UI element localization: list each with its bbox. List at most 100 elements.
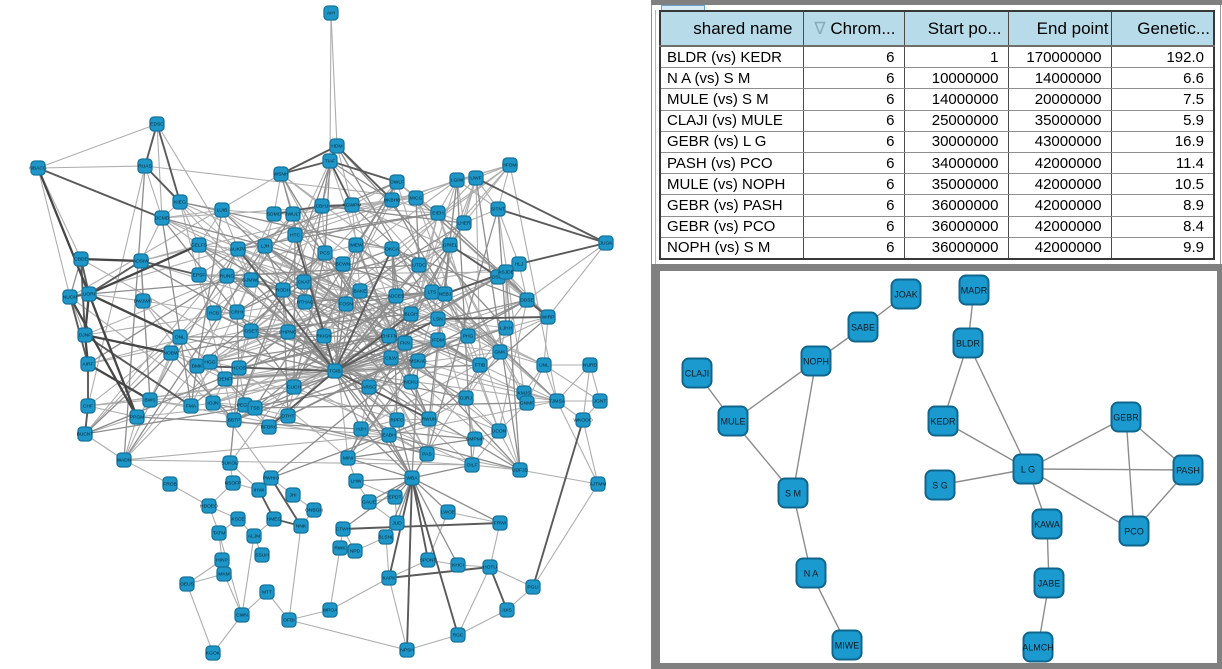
svg-text:OKCA: OKCA — [385, 247, 400, 253]
svg-text:IMEW: IMEW — [349, 243, 363, 249]
svg-text:OEUS: OEUS — [180, 582, 195, 588]
svg-text:FTIB: FTIB — [475, 363, 486, 369]
svg-text:RFBRC: RFBRC — [261, 425, 278, 431]
svg-text:UCON: UCON — [492, 429, 507, 435]
svg-text:MIWE: MIWE — [835, 641, 860, 651]
svg-text:EDSC: EDSC — [150, 122, 164, 128]
svg-text:BMK: BMK — [192, 364, 203, 370]
svg-text:FOSN: FOSN — [339, 302, 353, 308]
svg-text:DNL: DNL — [175, 335, 185, 341]
svg-text:MINI: MINI — [343, 456, 353, 462]
svg-text:OFBI: OFBI — [283, 618, 294, 624]
svg-text:BCWN: BCWN — [336, 262, 351, 268]
svg-text:HGG: HGG — [204, 360, 215, 366]
svg-text:KSCE: KSCE — [231, 517, 245, 523]
svg-text:PPGM: PPGM — [130, 415, 144, 421]
svg-text:GEBR: GEBR — [1113, 413, 1139, 423]
svg-text:L G: L G — [1021, 465, 1035, 475]
svg-text:BUCNT: BUCNT — [77, 432, 94, 438]
svg-text:UORI: UORI — [83, 292, 95, 298]
svg-text:AUKPA: AUKPA — [230, 247, 247, 253]
svg-text:CHF: CHF — [83, 404, 93, 410]
svg-text:DJNF: DJNF — [79, 333, 92, 339]
svg-text:TSB: TSB — [250, 406, 260, 412]
svg-text:ASJDE: ASJDE — [498, 270, 515, 276]
svg-text:LGIW: LGIW — [451, 178, 464, 184]
svg-text:ADSIW: ADSIW — [133, 259, 149, 265]
svg-text:TGIB: TGIB — [329, 369, 340, 375]
svg-text:NUCM: NUCM — [63, 295, 78, 301]
svg-text:GJMWL: GJMWL — [242, 278, 260, 284]
svg-text:HFOMI: HFOMI — [502, 163, 518, 169]
svg-text:SSUH: SSUH — [255, 553, 269, 559]
svg-text:EHFFN: EHFFN — [381, 334, 398, 340]
svg-text:AIH: AIH — [327, 11, 336, 17]
svg-text:FMA: FMA — [186, 404, 197, 410]
svg-text:HLJ: HLJ — [515, 262, 524, 268]
svg-text:HINP: HINP — [216, 558, 228, 564]
svg-text:CTWH: CTWH — [336, 527, 351, 533]
svg-text:CUCH: CUCH — [287, 385, 302, 391]
svg-text:PGLI: PGLI — [527, 585, 538, 591]
svg-text:KGOK: KGOK — [206, 651, 221, 657]
svg-text:HJH: HJH — [356, 427, 366, 433]
svg-text:KEDR: KEDR — [930, 417, 956, 427]
svg-text:JOAK: JOAK — [894, 290, 918, 300]
svg-text:GNMF: GNMF — [520, 401, 534, 407]
svg-text:LHER: LHER — [457, 221, 471, 227]
svg-text:UTDC: UTDC — [412, 263, 426, 269]
svg-text:HTHAC: HTHAC — [297, 300, 314, 306]
svg-text:OENFI: OENFI — [218, 377, 233, 383]
svg-text:RGC: RGC — [453, 633, 464, 639]
svg-text:NBACG: NBACG — [29, 166, 47, 172]
svg-text:CILW: CILW — [385, 356, 397, 362]
svg-text:MSKAD: MSKAD — [409, 359, 427, 365]
svg-text:KIEG: KIEG — [174, 200, 186, 206]
svg-text:PEGJG: PEGJG — [237, 403, 254, 409]
svg-text:BWS: BWS — [144, 398, 156, 404]
svg-text:KHCI: KHCI — [452, 563, 464, 569]
svg-text:LJH: LJH — [261, 244, 270, 250]
svg-text:BLDR: BLDR — [956, 339, 981, 349]
svg-text:WPOA: WPOA — [323, 608, 339, 614]
svg-text:GELFS: GELFS — [191, 243, 208, 249]
svg-text:LSN: LSN — [433, 317, 443, 323]
svg-text:OWLF: OWLF — [390, 180, 404, 186]
svg-text:ARSG: ARSG — [362, 385, 376, 391]
svg-text:NPSH: NPSH — [400, 648, 414, 654]
svg-text:SABE: SABE — [851, 323, 875, 333]
svg-text:WBA: WBA — [406, 476, 418, 482]
svg-text:TJMSA: TJMSA — [549, 399, 566, 405]
svg-text:MADR: MADR — [961, 286, 988, 296]
svg-text:SITNT: SITNT — [491, 207, 505, 213]
svg-text:HTC: HTC — [290, 233, 301, 239]
svg-text:UNL: UNL — [539, 363, 549, 369]
svg-text:DTHT: DTHT — [281, 414, 294, 420]
svg-text:MKM: MKM — [218, 572, 229, 578]
svg-text:RWUK: RWUK — [422, 417, 438, 423]
svg-text:BLGH: BLGH — [404, 312, 418, 318]
svg-text:FROB: FROB — [163, 482, 177, 488]
svg-text:ALMCH: ALMCH — [1022, 643, 1054, 653]
svg-text:GSET: GSET — [244, 329, 257, 335]
svg-text:PCS: PCS — [320, 251, 331, 257]
svg-text:CLAJI: CLAJI — [685, 369, 710, 379]
svg-text:MTT: MTT — [262, 590, 272, 596]
svg-text:ALJM: ALJM — [248, 534, 261, 540]
svg-text:HCB: HCB — [209, 311, 219, 317]
svg-text:LUIB: LUIB — [217, 208, 228, 214]
svg-text:NURD: NURD — [583, 363, 598, 369]
svg-text:EPSF: EPSF — [193, 273, 206, 279]
svg-text:PAS: PAS — [422, 452, 432, 458]
svg-text:JUD: JUD — [392, 521, 402, 527]
svg-text:NNK: NNK — [296, 524, 307, 530]
svg-text:ONBGN: ONBGN — [305, 508, 323, 514]
svg-text:LJHH: LJHH — [500, 326, 513, 332]
svg-text:RUNG: RUNG — [220, 274, 235, 280]
svg-text:KGWPM: KGWPM — [342, 203, 361, 209]
svg-text:CBHJ: CBHJ — [316, 204, 329, 210]
svg-text:LWOE: LWOE — [441, 510, 456, 516]
svg-text:HCOS: HCOS — [232, 366, 247, 372]
svg-text:OSJU: OSJU — [491, 275, 505, 281]
svg-text:CBDE: CBDE — [74, 257, 88, 263]
